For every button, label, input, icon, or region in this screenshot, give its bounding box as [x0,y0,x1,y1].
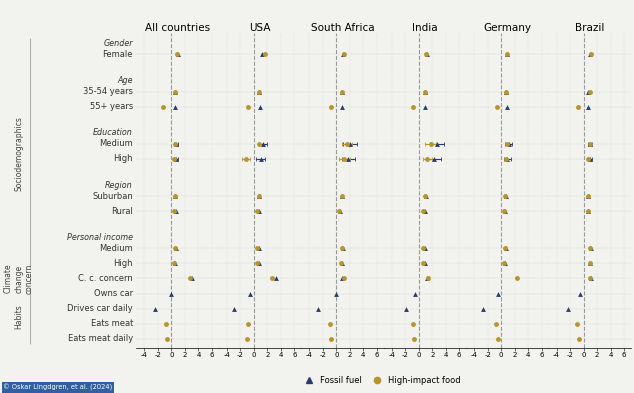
Text: Region: Region [105,180,133,189]
Text: Education: Education [93,129,133,137]
Title: South Africa: South Africa [311,23,374,33]
Text: Medium: Medium [100,140,133,149]
Text: Owns car: Owns car [94,289,133,298]
Text: Rural: Rural [111,207,133,216]
Text: © Oskar Lingdgren, et al. (2024): © Oskar Lingdgren, et al. (2024) [3,384,112,391]
Text: Habits: Habits [15,304,23,329]
Text: Climate
change
concern: Climate change concern [4,263,34,294]
Legend: Fossil fuel, High-impact food: Fossil fuel, High-impact food [297,373,463,388]
Title: Germany: Germany [483,23,531,33]
Title: India: India [412,23,437,33]
Title: Brazil: Brazil [575,23,604,33]
Text: High: High [113,154,133,163]
Title: USA: USA [249,23,271,33]
Text: 35-54 years: 35-54 years [83,87,133,96]
Text: Personal income: Personal income [67,233,133,242]
Text: Eats meat: Eats meat [91,319,133,328]
Text: Sociodemographics: Sociodemographics [15,116,23,191]
Text: C. c. concern: C. c. concern [78,274,133,283]
Text: Female: Female [103,50,133,59]
Text: Gender: Gender [103,39,133,48]
Title: All countries: All countries [145,23,210,33]
Text: Eats meat daily: Eats meat daily [68,334,133,343]
Text: Medium: Medium [100,244,133,253]
Text: Age: Age [117,76,133,85]
Text: High: High [113,259,133,268]
Text: 55+ years: 55+ years [90,102,133,111]
Text: Suburban: Suburban [93,192,133,201]
Text: Drives car daily: Drives car daily [67,304,133,313]
